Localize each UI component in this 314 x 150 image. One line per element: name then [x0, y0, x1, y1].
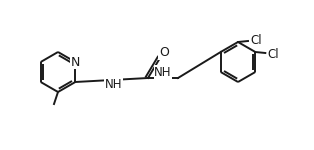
Text: Cl: Cl — [250, 33, 262, 46]
Text: O: O — [159, 46, 169, 60]
Text: NH: NH — [154, 66, 172, 78]
Text: NH: NH — [105, 78, 122, 92]
Text: N: N — [71, 56, 80, 69]
Text: Cl: Cl — [268, 48, 279, 60]
